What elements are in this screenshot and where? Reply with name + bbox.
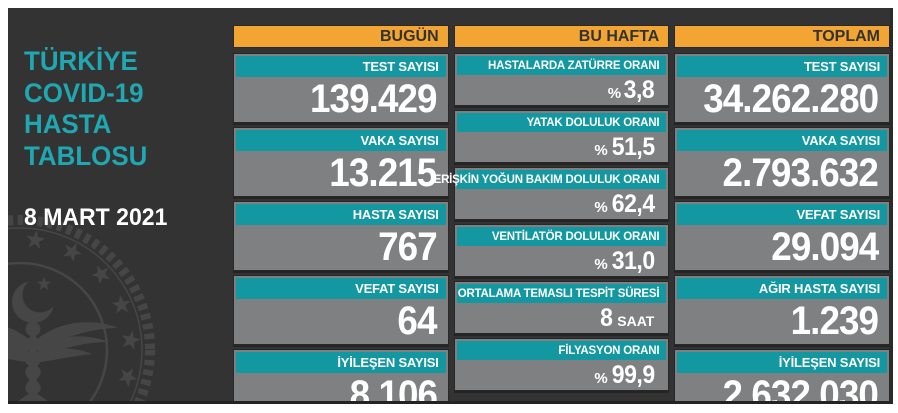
stat-toplam-vaka-sayisi: VAKA SAYISI 2.793.632: [674, 127, 890, 197]
stat-label: HASTA SAYISI: [236, 204, 446, 225]
stat-value: 3,8: [623, 75, 655, 104]
stat-label: VAKA SAYISI: [236, 130, 446, 151]
stat-bugun-iyilesen-sayisi: İYİLEŞEN SAYISI 8.106: [233, 349, 449, 404]
stat-value: 1.239: [790, 299, 879, 343]
crescent-star-icon: [12, 276, 58, 323]
column-toplam: TOPLAM TEST SAYISI 34.262.280 VAKA SAYIS…: [674, 25, 890, 401]
stat-value: 64: [397, 299, 438, 343]
stat-hafta-filyasyon-orani: FİLYASYON ORANI % 99,9: [453, 338, 670, 391]
stat-value: 2.632.030: [722, 373, 879, 404]
stat-label: VEFAT SAYISI: [677, 204, 888, 225]
stat-unit-suffix: SAAT: [617, 313, 655, 329]
column-bugun: BUGÜN TEST SAYISI 139.429 VAKA SAYISI 13…: [233, 25, 449, 401]
stat-toplam-agir-hasta-sayisi: AĞIR HASTA SAYISI 1.239: [674, 275, 890, 345]
stat-value: 51,5: [611, 132, 655, 161]
stat-label: VENTİLATÖR DOLULUK ORANI: [456, 227, 667, 246]
stats-grid: BUGÜN TEST SAYISI 139.429 VAKA SAYISI 13…: [233, 25, 890, 401]
stat-hafta-yogun-bakim-doluluk: ERİŞKİN YOĞUN BAKIM DOLULUK ORANI % 62,4: [434, 167, 670, 220]
stat-value: 34.262.280: [703, 77, 879, 121]
stat-hafta-zaturre-orani: HASTALARDA ZATÜRRE ORANI % 3,8: [453, 53, 670, 106]
stat-value: 8: [599, 303, 613, 332]
star-ring: [26, 230, 141, 387]
stat-label: TEST SAYISI: [677, 56, 888, 77]
stat-unit-prefix: %: [594, 369, 608, 387]
stat-label: İYİLEŞEN SAYISI: [677, 352, 888, 373]
stat-unit-prefix: %: [594, 198, 608, 216]
stat-hafta-yatak-doluluk: YATAK DOLULUK ORANI % 51,5: [453, 110, 670, 163]
stat-hafta-temasli-tespit-suresi: ORTALAMA TEMASLI TESPİT SÜRESİ 8 SAAT: [453, 281, 670, 334]
stat-label: AĞIR HASTA SAYISI: [677, 278, 888, 299]
page-title: TÜRKİYE COVID-19 HASTA TABLOSU: [24, 46, 148, 171]
stat-label: VAKA SAYISI: [677, 130, 888, 151]
stat-toplam-test-sayisi: TEST SAYISI 34.262.280: [674, 53, 890, 123]
stat-value: 99,9: [611, 360, 655, 389]
stat-value: 8.106: [349, 373, 437, 404]
column-header-bugun: BUGÜN: [233, 25, 449, 48]
stat-value: 31,0: [611, 246, 655, 275]
stat-value: 2.793.632: [722, 151, 879, 195]
column-header-toplam: TOPLAM: [674, 25, 890, 48]
stat-unit-prefix: %: [607, 84, 622, 102]
stat-toplam-vefat-sayisi: VEFAT SAYISI 29.094: [674, 201, 890, 271]
stat-label: FİLYASYON ORANI: [456, 341, 667, 360]
stat-label: İYİLEŞEN SAYISI: [236, 352, 446, 373]
stat-bugun-hasta-sayisi: HASTA SAYISI 767: [233, 201, 449, 271]
stat-label: VEFAT SAYISI: [236, 278, 446, 299]
stat-label: ORTALAMA TEMASLI TESPİT SÜRESİ: [456, 284, 667, 303]
stat-label: ERİŞKİN YOĞUN BAKIM DOLULUK ORANI: [434, 170, 667, 189]
stat-hafta-ventilator-doluluk: VENTİLATÖR DOLULUK ORANI % 31,0: [453, 224, 670, 277]
sidebar: TÜRKİYE COVID-19 HASTA TABLOSU 8 MART 20…: [24, 46, 229, 232]
ministry-of-health-emblem-icon: [8, 215, 155, 401]
dashboard-panel: TÜRKİYE COVID-19 HASTA TABLOSU 8 MART 20…: [8, 8, 893, 404]
stat-value: 13.215: [329, 151, 438, 195]
stat-value: 62,4: [611, 189, 655, 218]
stat-label: HASTALARDA ZATÜRRE ORANI: [456, 56, 667, 75]
stat-unit-prefix: %: [594, 141, 608, 159]
stat-value: 139.429: [310, 77, 438, 121]
stat-toplam-iyilesen-sayisi: İYİLEŞEN SAYISI 2.632.030: [674, 349, 890, 404]
stat-value: 29.094: [770, 225, 879, 269]
stat-label: YATAK DOLULUK ORANI: [456, 113, 667, 132]
stat-unit-prefix: %: [594, 255, 608, 273]
column-bu-hafta: BU HAFTA HASTALARDA ZATÜRRE ORANI % 3,8 Y…: [434, 25, 670, 391]
stat-label: TEST SAYISI: [236, 56, 446, 77]
report-date: 8 MART 2021: [24, 204, 168, 232]
stat-value: 767: [378, 225, 438, 269]
caduceus-icon: [8, 321, 118, 401]
column-header-bu-hafta: BU HAFTA: [453, 25, 670, 48]
stat-bugun-test-sayisi: TEST SAYISI 139.429: [233, 53, 449, 123]
stat-bugun-vefat-sayisi: VEFAT SAYISI 64: [233, 275, 449, 345]
stat-bugun-vaka-sayisi: VAKA SAYISI 13.215: [233, 127, 449, 197]
